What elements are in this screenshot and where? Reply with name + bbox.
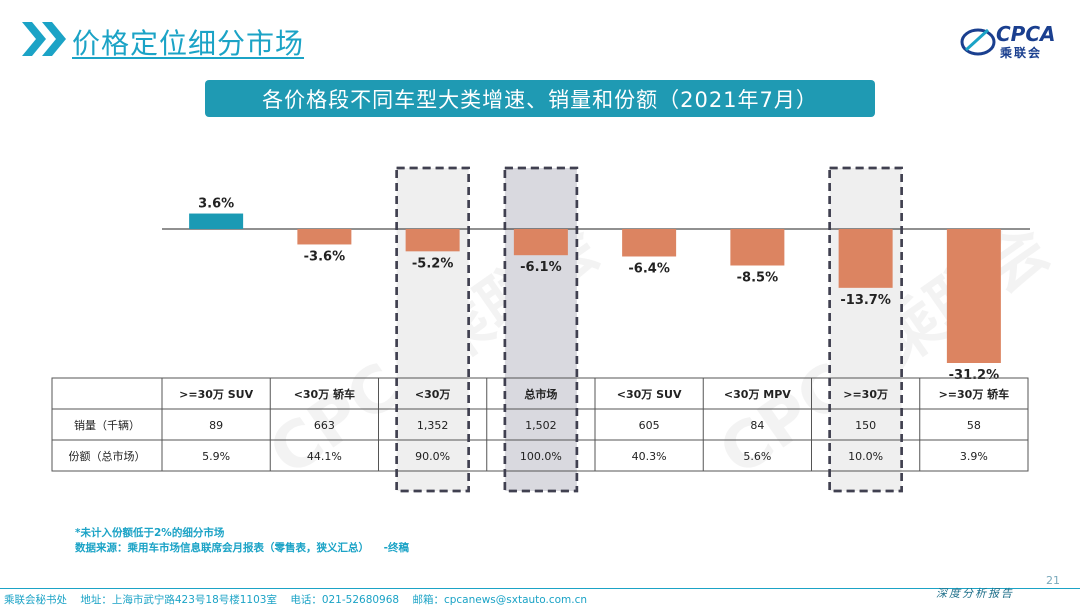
page-number: 21: [1046, 574, 1060, 587]
highlight-box-border: [828, 166, 903, 493]
data-label: -6.4%: [628, 261, 669, 276]
data-label: -3.6%: [304, 249, 345, 264]
bar: [730, 229, 785, 266]
table-cell: 5.6%: [743, 450, 771, 463]
data-label: -5.2%: [412, 256, 453, 271]
footnote-1: *未计入份额低于2%的细分市场: [75, 527, 225, 539]
bar: [405, 229, 460, 252]
table-cell: 5.9%: [202, 450, 230, 463]
footer-report-label: 深度分析报告: [936, 587, 1014, 600]
table-row-label: 销量（千辆）: [74, 418, 140, 432]
data-label: -31.2%: [949, 368, 1000, 383]
chart-subtitle: 各价格段不同车型大类增速、销量和份额（2021年7月）: [205, 80, 875, 117]
page-title: 价格定位细分市场: [72, 27, 305, 60]
highlight-box: [828, 166, 903, 493]
table-header-cell: >=30万 SUV: [179, 388, 253, 401]
table-cell: 40.3%: [632, 450, 667, 463]
table-header-cell: >=30万: [843, 388, 888, 401]
data-label: 3.6%: [198, 197, 234, 212]
logo-text: CPCA: [996, 22, 1056, 46]
chart-subtitle-text: 各价格段不同车型大类增速、销量和份额（2021年7月）: [262, 87, 818, 112]
table-cell: 1,502: [525, 419, 557, 432]
table-cell: 150: [855, 419, 876, 432]
bar: [622, 229, 677, 257]
table-header-cell: 总市场: [524, 387, 557, 401]
table-cell: 663: [314, 419, 335, 432]
bar: [513, 229, 568, 256]
table-cell: 100.0%: [520, 450, 562, 463]
highlight-box: [503, 166, 579, 493]
footnote-source: 数据来源：乘用车市场信息联席会月报表（零售表，狭义汇总） -终稿: [75, 542, 409, 554]
highlight-box-border: [503, 166, 579, 493]
data-label: -6.1%: [520, 260, 561, 275]
table-row-label: 份额（总市场）: [69, 449, 146, 463]
table-header-cell: <30万 SUV: [617, 388, 682, 401]
table-header-cell: <30万 MPV: [724, 388, 791, 401]
cpca-logo: [960, 28, 996, 56]
bar: [189, 213, 244, 229]
data-label: -8.5%: [737, 271, 778, 286]
double-chevron-icon: [22, 22, 66, 56]
table-cell: 58: [967, 419, 981, 432]
bar: [838, 229, 893, 288]
highlight-box: [395, 166, 470, 493]
footnotes: *未计入份额低于2%的细分市场 数据来源：乘用车市场信息联席会月报表（零售表，狭…: [75, 526, 409, 556]
table-cell: 1,352: [417, 419, 449, 432]
data-table: [51, 377, 1029, 472]
table-cell: 44.1%: [307, 450, 342, 463]
table-header-cell: <30万 轿车: [294, 387, 355, 401]
data-label: -13.7%: [840, 293, 891, 308]
table-cell: 605: [639, 419, 660, 432]
table-cell: 10.0%: [848, 450, 883, 463]
table-cell: 90.0%: [415, 450, 450, 463]
highlight-box-border: [395, 166, 470, 493]
table-header-cell: <30万: [415, 388, 451, 401]
logo-subtext: 乘联会: [1000, 46, 1043, 60]
table-cell: 3.9%: [960, 450, 988, 463]
table-header-cell: >=30万 轿车: [939, 387, 1010, 401]
footer-divider: [0, 588, 1080, 589]
table-cell: 84: [750, 419, 764, 432]
bar: [946, 229, 1001, 363]
bar: [297, 229, 352, 245]
table-cell: 89: [209, 419, 223, 432]
footer-address: 乘联会秘书处 地址：上海市武宁路423号18号楼1103室 电话：021-526…: [4, 594, 588, 606]
